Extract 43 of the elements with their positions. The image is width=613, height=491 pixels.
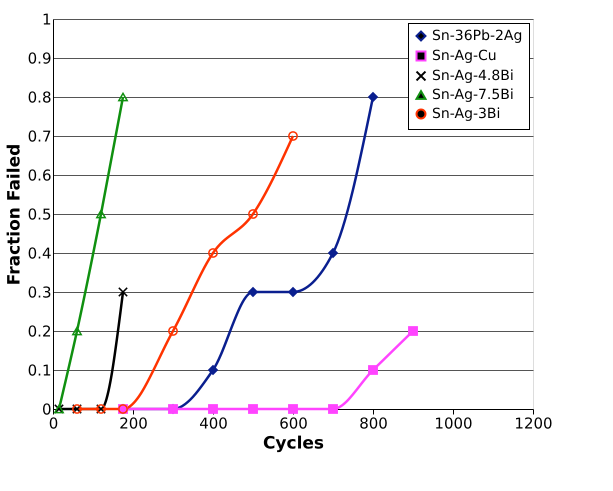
- point: [328, 404, 338, 414]
- legend-label: Sn-Ag-7.5Bi: [432, 87, 514, 103]
- legend-label: Sn-Ag-Cu: [432, 48, 497, 64]
- legend-label: Sn-Ag-3Bi: [432, 106, 500, 122]
- y-tick-label: 0.3: [28, 284, 52, 302]
- x-tick-label: 1000: [434, 414, 473, 432]
- point: [328, 248, 338, 258]
- y-tick-label: 0.7: [28, 128, 52, 146]
- point: [208, 248, 218, 258]
- y-tick-label: 1: [42, 10, 52, 28]
- y-tick-label: 0.1: [28, 362, 52, 380]
- x-tick-label: 1200: [514, 414, 553, 432]
- point: [248, 287, 258, 297]
- point: [208, 365, 218, 375]
- point: [368, 92, 378, 102]
- point: [72, 326, 82, 336]
- x-tick-label: 800: [359, 414, 388, 432]
- point: [248, 209, 258, 219]
- point: [408, 326, 418, 336]
- x-tick-label: 400: [199, 414, 228, 432]
- y-tick-label: 0.9: [28, 50, 52, 68]
- point: [96, 210, 106, 218]
- point: [288, 404, 298, 414]
- y-axis-title: Fraction Failed: [4, 144, 25, 286]
- point: [168, 326, 178, 336]
- legend-label: Sn-36Pb-2Ag: [432, 28, 522, 44]
- x-tick-label: 200: [119, 414, 148, 432]
- point: [248, 404, 258, 414]
- point: [288, 131, 298, 141]
- y-tick-label: 0.5: [28, 206, 52, 224]
- point: [208, 404, 218, 414]
- y-tick-label: 0.2: [28, 322, 52, 340]
- point: [288, 287, 298, 297]
- point: [368, 365, 378, 375]
- x-axis-title: Cycles: [262, 434, 324, 454]
- x-tick-label: 600: [279, 414, 308, 432]
- y-tick-label: 0: [42, 400, 52, 418]
- point: [118, 287, 128, 297]
- y-tick-label: 0.8: [28, 88, 52, 106]
- legend-label: Sn-Ag-4.8Bi: [432, 68, 514, 84]
- point: [118, 92, 128, 102]
- y-tick-label: 0.4: [28, 244, 52, 262]
- y-tick-label: 0.6: [28, 166, 52, 184]
